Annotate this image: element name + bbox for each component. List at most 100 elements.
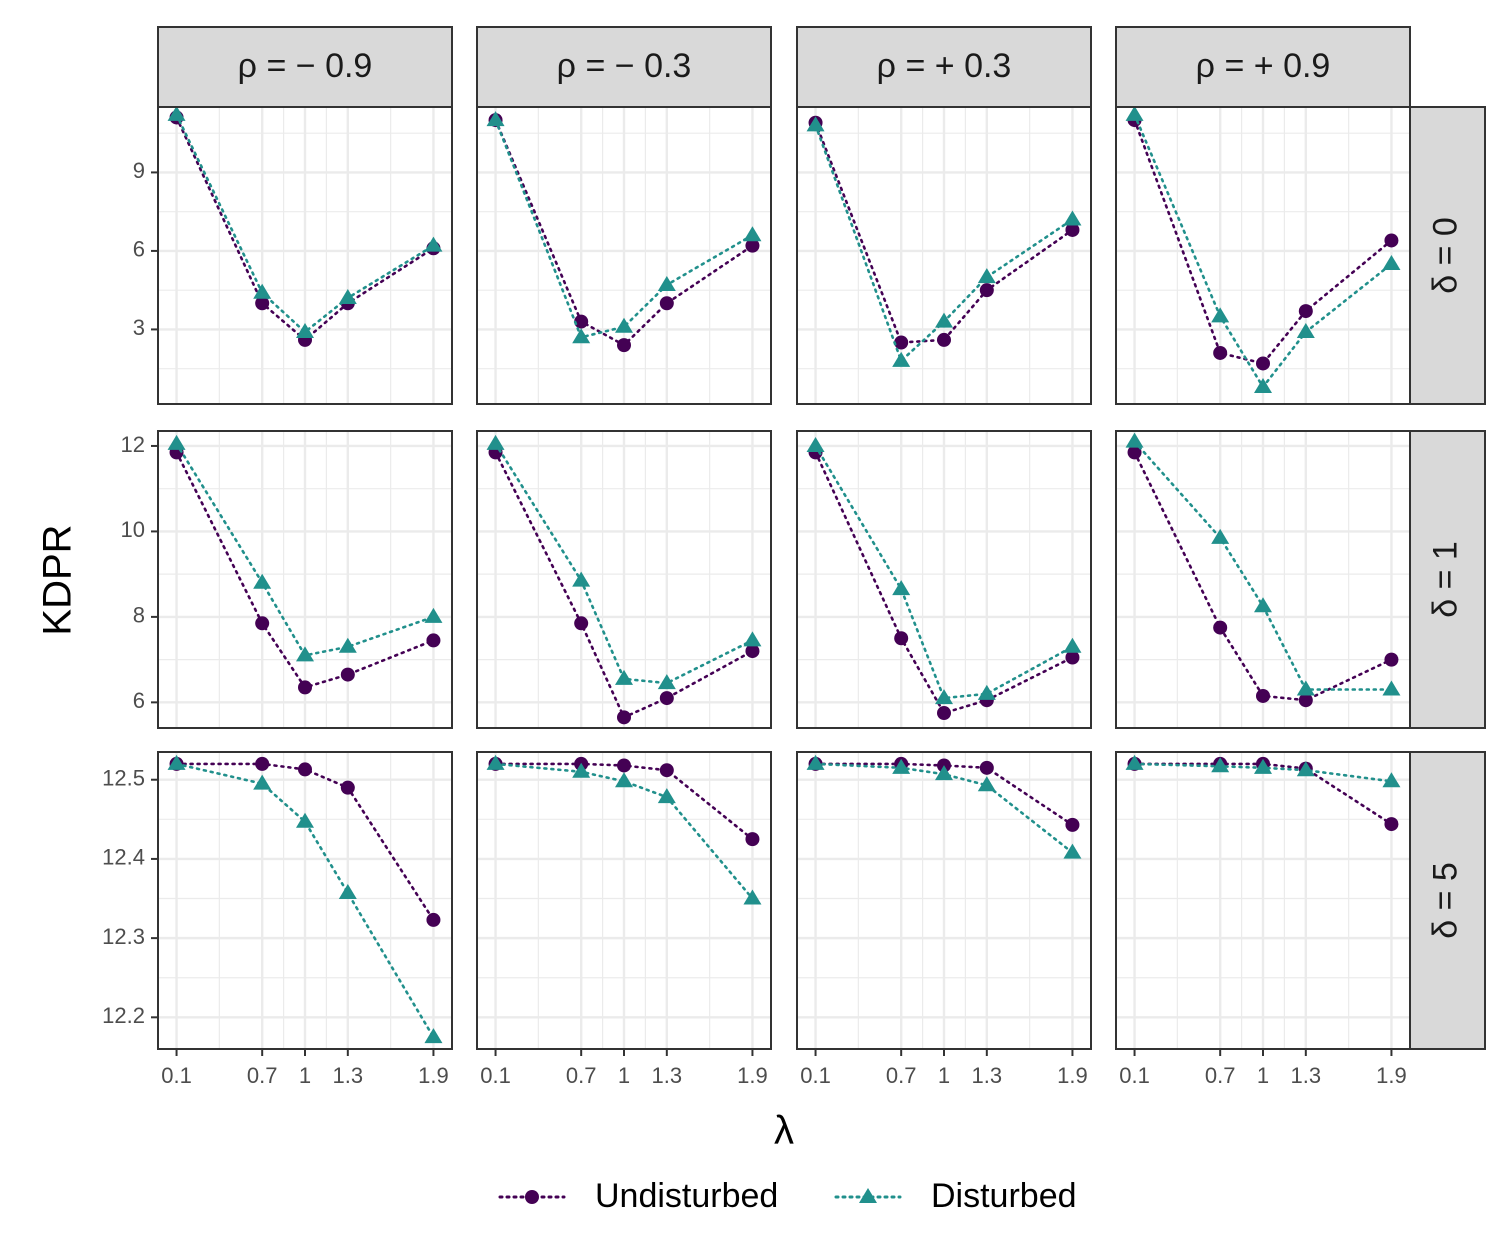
panel-data-r1-c2 (806, 436, 1082, 721)
point-disturbed (1382, 680, 1401, 696)
point-undisturbed (659, 296, 674, 311)
point-disturbed (935, 689, 953, 705)
panel-r0-c1 (477, 107, 771, 404)
panel-data-r1-c1 (486, 434, 762, 725)
point-undisturbed (574, 616, 589, 631)
point-undisturbed (979, 760, 994, 775)
y-tick-label: 8 (133, 603, 145, 628)
point-undisturbed (937, 332, 951, 347)
point-disturbed (892, 580, 911, 596)
y-tick-label: 12.4 (102, 845, 145, 870)
point-undisturbed (1065, 222, 1080, 237)
row-strip-label: δ = 1 (1426, 541, 1464, 618)
point-disturbed (615, 669, 633, 685)
x-tick-label: 1.9 (418, 1063, 449, 1088)
point-disturbed (806, 754, 825, 770)
point-disturbed (1125, 105, 1144, 121)
panel-r2-c3 (1116, 752, 1410, 1049)
point-undisturbed (1213, 620, 1228, 635)
point-undisturbed (1065, 650, 1080, 665)
row-strip-background (1409, 106, 1486, 405)
col-strip-3: ρ = + 0.9 (1115, 26, 1411, 108)
panel-r0-c3 (1116, 107, 1410, 404)
panel-border (796, 430, 1092, 729)
point-undisturbed (1065, 817, 1080, 832)
x-tick-label: 1.3 (1291, 1063, 1322, 1088)
panel-data-r1-c0 (167, 434, 443, 695)
panel-border (157, 430, 453, 729)
point-undisturbed (617, 710, 631, 725)
x-tick-label: 0.7 (566, 1063, 597, 1088)
row-strip-0: δ = 0 (1409, 106, 1486, 405)
y-tick-label: 12.2 (102, 1003, 145, 1028)
point-disturbed (1063, 210, 1082, 226)
point-undisturbed (255, 756, 270, 771)
x-tick-label: 0.1 (1119, 1063, 1150, 1088)
point-disturbed (486, 754, 505, 770)
point-disturbed (1125, 754, 1144, 770)
x-tick-label: 1 (618, 1063, 630, 1088)
point-disturbed (1296, 761, 1315, 777)
point-undisturbed (617, 338, 631, 353)
point-disturbed (486, 434, 505, 450)
y-tick-label: 10 (121, 517, 145, 542)
panel-data-r2-c2 (806, 754, 1082, 859)
point-undisturbed (255, 296, 270, 311)
x-tick-label: 0.7 (1205, 1063, 1236, 1088)
point-disturbed (806, 116, 825, 132)
panel-data-r2-c3 (1125, 754, 1401, 832)
point-disturbed (892, 351, 911, 367)
point-disturbed (806, 436, 825, 452)
row-strip-2: δ = 5 (1409, 751, 1486, 1050)
point-disturbed (1254, 377, 1272, 393)
point-undisturbed (745, 832, 760, 847)
col-strip-label: ρ = + 0.3 (877, 47, 1012, 85)
x-axis-title: λ (774, 1109, 794, 1153)
series-line-disturbed (494, 118, 754, 339)
x-tick-label: 1 (1257, 1063, 1269, 1088)
col-strip-2: ρ = + 0.3 (796, 26, 1092, 108)
point-undisturbed (255, 616, 270, 631)
point-disturbed (743, 631, 762, 647)
point-undisturbed (340, 780, 355, 795)
point-undisturbed (659, 763, 674, 778)
point-disturbed (1296, 680, 1315, 696)
point-undisturbed (574, 314, 589, 329)
point-undisturbed (426, 633, 441, 648)
legend-undisturbed-label: Undisturbed (595, 1177, 778, 1215)
col-strip-background (796, 26, 1092, 108)
point-disturbed (1296, 323, 1315, 339)
point-disturbed (424, 1028, 443, 1044)
series-line-disturbed (814, 444, 1074, 700)
point-disturbed (1254, 758, 1272, 774)
y-tick-label: 9 (133, 158, 145, 183)
x-tick-label: 0.1 (480, 1063, 511, 1088)
x-tick-label: 0.7 (247, 1063, 278, 1088)
col-strip-background (157, 26, 453, 108)
point-disturbed (253, 283, 272, 299)
point-disturbed (892, 758, 911, 774)
col-strip-0: ρ = − 0.9 (157, 26, 453, 108)
x-tick-label: 0.7 (886, 1063, 917, 1088)
point-undisturbed (659, 691, 674, 706)
col-strip-1: ρ = − 0.3 (476, 26, 772, 108)
x-tick-label: 1 (299, 1063, 311, 1088)
point-undisturbed (894, 335, 909, 350)
point-disturbed (615, 772, 633, 788)
point-undisturbed (298, 680, 312, 695)
axes-layer: 3 6 9 6 8 10 12 12.2 12.3 12.4 12.5 0.1 0.7 1 1.3 1.9 0.… (102, 158, 1407, 1088)
x-tick-label: 1.3 (333, 1063, 364, 1088)
point-undisturbed (1213, 345, 1228, 360)
series-line-disturbed (175, 113, 435, 334)
point-undisturbed (1298, 304, 1313, 319)
point-disturbed (296, 323, 314, 339)
point-undisturbed (1256, 688, 1270, 703)
point-disturbed (424, 607, 443, 623)
point-undisturbed (617, 758, 631, 773)
legend-undisturbed-marker (525, 1190, 539, 1204)
panel-data-r2-c0 (167, 754, 443, 1044)
point-disturbed (338, 289, 357, 305)
x-tick-label: 1.3 (652, 1063, 683, 1088)
point-disturbed (1211, 307, 1230, 323)
